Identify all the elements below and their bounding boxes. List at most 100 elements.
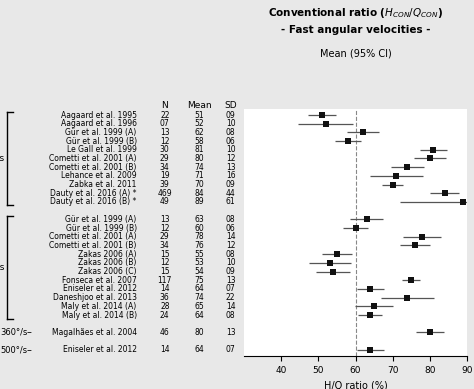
Text: 70: 70: [194, 180, 204, 189]
Text: 58: 58: [194, 137, 204, 145]
Text: Fonseca et al. 2007: Fonseca et al. 2007: [62, 276, 137, 285]
Text: 36: 36: [160, 293, 170, 302]
Text: 10: 10: [226, 145, 236, 154]
Text: 07: 07: [160, 119, 170, 128]
Text: 12: 12: [226, 154, 236, 163]
Text: 75: 75: [194, 276, 204, 285]
Text: 300°/s: 300°/s: [0, 263, 5, 272]
Text: 09: 09: [226, 267, 236, 276]
Text: 13: 13: [226, 276, 236, 285]
Text: 30: 30: [160, 145, 170, 154]
Text: 65: 65: [194, 302, 204, 311]
Text: 06: 06: [226, 224, 236, 233]
Text: 16: 16: [226, 172, 236, 180]
Text: 61: 61: [226, 198, 236, 207]
Text: 76: 76: [194, 241, 204, 250]
Text: Eniseler et al. 2012: Eniseler et al. 2012: [63, 345, 137, 354]
Text: 84: 84: [194, 189, 204, 198]
Text: 10: 10: [226, 119, 236, 128]
Text: 14: 14: [226, 232, 236, 241]
Text: 24: 24: [160, 310, 170, 319]
Text: 500°/s: 500°/s: [0, 345, 27, 354]
Text: Gür et al. 1999 (A): Gür et al. 1999 (A): [65, 128, 137, 137]
Text: Maly et al. 2014 (A): Maly et al. 2014 (A): [62, 302, 137, 311]
Text: 80: 80: [194, 328, 204, 337]
Text: 29: 29: [160, 154, 170, 163]
Text: 13: 13: [226, 328, 236, 337]
Text: 74: 74: [194, 163, 204, 172]
Text: Zakas 2006 (B): Zakas 2006 (B): [78, 258, 137, 267]
X-axis label: H/Q ratio (%): H/Q ratio (%): [324, 380, 387, 389]
Text: 39: 39: [160, 180, 170, 189]
Text: 60: 60: [194, 224, 204, 233]
Text: 63: 63: [194, 215, 204, 224]
Text: 12: 12: [160, 137, 170, 145]
Text: 52: 52: [194, 119, 204, 128]
Text: Mean (95% CI): Mean (95% CI): [319, 49, 392, 59]
Text: Zakas 2006 (A): Zakas 2006 (A): [78, 250, 137, 259]
Text: SD: SD: [224, 101, 237, 110]
Text: 49: 49: [160, 198, 170, 207]
Text: 22: 22: [226, 293, 236, 302]
Text: 09: 09: [226, 110, 236, 119]
Text: 78: 78: [194, 232, 204, 241]
Text: 12: 12: [226, 241, 236, 250]
Text: 34: 34: [160, 241, 170, 250]
Text: 64: 64: [194, 345, 204, 354]
Text: 29: 29: [160, 232, 170, 241]
Text: 13: 13: [160, 128, 170, 137]
Text: Daneshjoo et al. 2013: Daneshjoo et al. 2013: [53, 293, 137, 302]
Text: 62: 62: [194, 128, 204, 137]
Text: 08: 08: [226, 128, 236, 137]
Text: Eniseler et al. 2012: Eniseler et al. 2012: [63, 284, 137, 293]
Text: Zabka et al. 2011: Zabka et al. 2011: [69, 180, 137, 189]
Text: Dauty et al. 2016 (B) *: Dauty et al. 2016 (B) *: [50, 198, 137, 207]
Text: 08: 08: [226, 215, 236, 224]
Text: Lehance et al. 2009: Lehance et al. 2009: [61, 172, 137, 180]
Text: 81: 81: [194, 145, 204, 154]
Text: 28: 28: [160, 302, 170, 311]
Text: 80: 80: [194, 154, 204, 163]
Text: 19: 19: [160, 172, 170, 180]
Text: 10: 10: [226, 258, 236, 267]
Text: Cometti et al. 2001 (B): Cometti et al. 2001 (B): [49, 241, 137, 250]
Text: 12: 12: [160, 258, 170, 267]
Text: 06: 06: [226, 137, 236, 145]
Text: 53: 53: [194, 258, 204, 267]
Text: 360°/s: 360°/s: [0, 328, 27, 337]
Text: 469: 469: [157, 189, 172, 198]
Text: 09: 09: [226, 180, 236, 189]
Text: 89: 89: [194, 198, 204, 207]
Text: Gür et al. 1999 (A): Gür et al. 1999 (A): [65, 215, 137, 224]
Text: Dauty et al. 2016 (A) *: Dauty et al. 2016 (A) *: [50, 189, 137, 198]
Text: Cometti et al. 2001 (A): Cometti et al. 2001 (A): [49, 232, 137, 241]
Text: 13: 13: [160, 215, 170, 224]
Text: Aagaard et al. 1996: Aagaard et al. 1996: [61, 119, 137, 128]
Text: 15: 15: [160, 267, 170, 276]
Text: 22: 22: [160, 110, 170, 119]
Text: Cometti et al. 2001 (B): Cometti et al. 2001 (B): [49, 163, 137, 172]
Text: 54: 54: [194, 267, 204, 276]
Text: 64: 64: [194, 284, 204, 293]
Text: 07: 07: [226, 284, 236, 293]
Text: 46: 46: [160, 328, 170, 337]
Text: 71: 71: [194, 172, 204, 180]
Text: –: –: [27, 345, 32, 355]
Text: 51: 51: [194, 110, 204, 119]
Text: Cometti et al. 2001 (A): Cometti et al. 2001 (A): [49, 154, 137, 163]
Text: 240°/s: 240°/s: [0, 154, 5, 163]
Text: –: –: [27, 328, 32, 337]
Text: Aagaard et al. 1995: Aagaard et al. 1995: [61, 110, 137, 119]
Text: Zakas 2006 (C): Zakas 2006 (C): [78, 267, 137, 276]
Text: Magalhães et al. 2004: Magalhães et al. 2004: [52, 328, 137, 337]
Text: 08: 08: [226, 250, 236, 259]
Text: Gür et al. 1999 (B): Gür et al. 1999 (B): [65, 224, 137, 233]
Text: 74: 74: [194, 293, 204, 302]
Text: Gür et al. 1999 (B): Gür et al. 1999 (B): [65, 137, 137, 145]
Text: 07: 07: [226, 345, 236, 354]
Text: 08: 08: [226, 310, 236, 319]
Text: Mean: Mean: [187, 101, 211, 110]
Text: Conventional ratio ($H_{CON}/Q_{CON}$): Conventional ratio ($H_{CON}/Q_{CON}$): [268, 6, 443, 20]
Text: 14: 14: [160, 284, 170, 293]
Text: 13: 13: [226, 163, 236, 172]
